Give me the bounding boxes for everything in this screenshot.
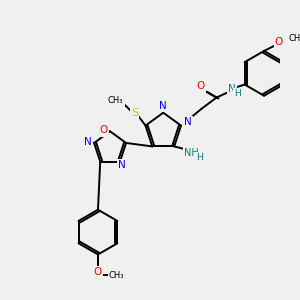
- Text: N: N: [184, 117, 191, 127]
- Text: N: N: [159, 101, 167, 111]
- Text: N: N: [118, 160, 126, 170]
- Text: S: S: [131, 107, 138, 118]
- Text: CH₃: CH₃: [108, 96, 123, 105]
- Text: O: O: [196, 81, 205, 92]
- Text: O: O: [275, 37, 283, 46]
- Text: CH₃: CH₃: [109, 271, 124, 280]
- Text: NH: NH: [184, 148, 198, 158]
- Text: O: O: [94, 267, 102, 277]
- Text: N: N: [229, 84, 236, 94]
- Text: H: H: [196, 153, 203, 162]
- Text: H: H: [235, 89, 241, 98]
- Text: N: N: [84, 137, 92, 147]
- Text: O: O: [99, 125, 108, 135]
- Text: CH₃: CH₃: [288, 34, 300, 43]
